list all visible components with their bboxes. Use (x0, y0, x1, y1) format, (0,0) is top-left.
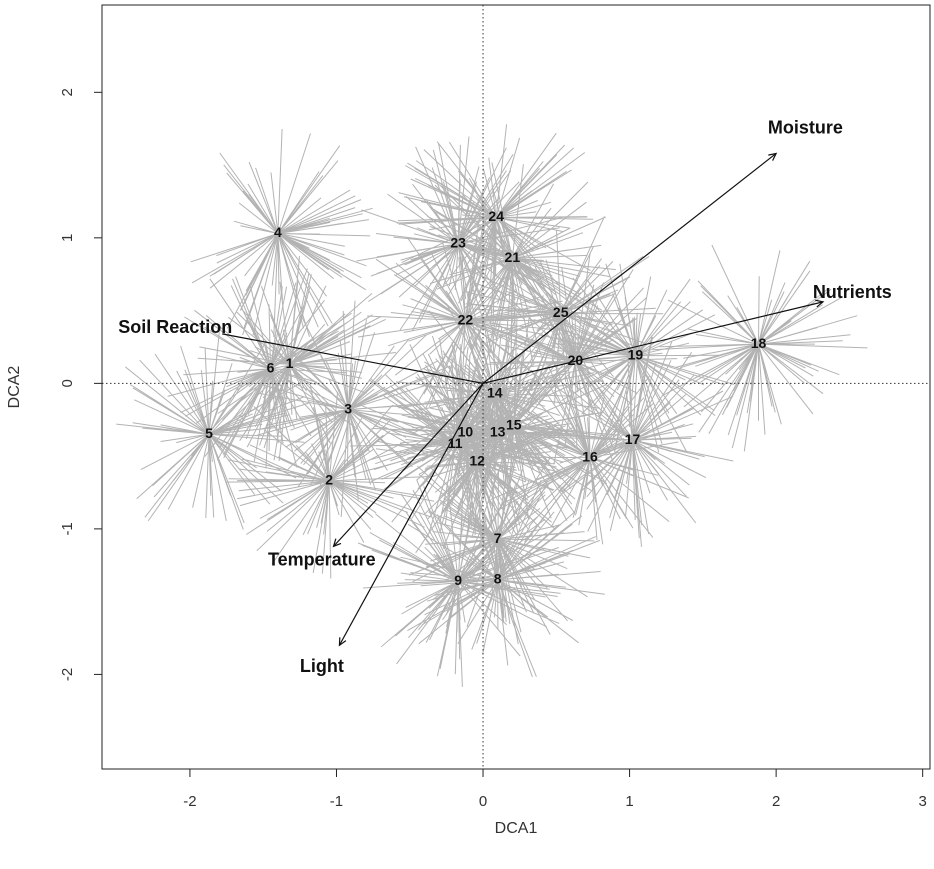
spider-rays (116, 332, 309, 530)
site-label-25: 25 (553, 304, 569, 320)
vector-label-soil-reaction: Soil Reaction (118, 317, 232, 337)
site-label-14: 14 (487, 384, 503, 400)
vector-temperature: Temperature (268, 382, 484, 570)
spider-site-17 (535, 335, 734, 547)
site-label-8: 8 (494, 571, 502, 587)
x-tick-label: -1 (330, 793, 343, 810)
reference-lines (102, 5, 930, 769)
y-tick-label: -2 (59, 668, 76, 681)
vector-label-light: Light (300, 656, 344, 676)
vector-arrow-light (338, 383, 484, 646)
x-tick-label: -2 (183, 793, 196, 810)
site-label-9: 9 (454, 572, 462, 588)
site-label-10: 10 (458, 424, 474, 440)
vector-arrow-moisture (482, 152, 777, 384)
site-label-15: 15 (506, 416, 522, 432)
y-axis-label: DCA2 (6, 366, 23, 409)
spider-rays (357, 479, 561, 687)
vector-nutrients: Nutrients (482, 282, 892, 384)
site-label-24: 24 (488, 208, 504, 224)
x-axis: -2 -1 0 1 2 3 (183, 768, 927, 810)
spider-site-5 (116, 332, 309, 530)
site-label-13: 13 (490, 424, 506, 440)
spider-rays (535, 335, 734, 547)
site-label-7: 7 (494, 530, 502, 546)
site-label-5: 5 (205, 425, 213, 441)
vector-label-nutrients: Nutrients (813, 282, 892, 302)
site-label-4: 4 (274, 224, 282, 240)
vector-arrow-soil-reaction (222, 333, 484, 384)
x-tick-label: 0 (479, 793, 487, 810)
site-label-1: 1 (286, 355, 294, 371)
vector-label-temperature: Temperature (268, 550, 376, 570)
x-tick-label: 3 (919, 793, 927, 810)
vector-moisture: Moisture (482, 117, 843, 384)
vector-arrow-nutrients (482, 301, 824, 384)
spider-site-9 (357, 479, 561, 687)
site-labels: 1234567891011121314151617181920212223242… (205, 208, 766, 588)
x-axis-label: DCA1 (495, 820, 538, 837)
site-label-3: 3 (344, 400, 352, 416)
site-label-17: 17 (625, 431, 641, 447)
site-label-11: 11 (448, 435, 463, 451)
vector-label-moisture: Moisture (768, 117, 843, 137)
spider-rays (652, 244, 868, 452)
site-label-16: 16 (582, 448, 598, 464)
vector-soil-reaction: Soil Reaction (118, 317, 484, 384)
site-label-6: 6 (267, 360, 275, 376)
spider-rays (167, 268, 357, 469)
x-tick-label: 2 (772, 793, 780, 810)
site-label-21: 21 (505, 249, 521, 265)
site-label-20: 20 (568, 352, 584, 368)
site-label-18: 18 (751, 335, 767, 351)
spider-site-4 (190, 128, 373, 338)
vector-light: Light (300, 383, 484, 676)
vector-arrow-temperature (333, 382, 484, 547)
spider-lines (116, 124, 868, 687)
arrowhead-nutrients (815, 299, 825, 308)
site-label-19: 19 (628, 346, 644, 362)
spider-site-25 (452, 216, 664, 415)
site-label-12: 12 (469, 453, 485, 469)
x-tick-label: 1 (625, 793, 633, 810)
spider-rays (190, 128, 373, 338)
arrowhead-moisture (768, 152, 778, 161)
y-axis: -2 -1 0 1 2 (59, 88, 103, 681)
y-tick-label: 2 (59, 88, 76, 96)
spider-site-6 (167, 268, 357, 469)
spider-rays (452, 216, 664, 415)
site-label-23: 23 (450, 234, 466, 250)
site-label-22: 22 (458, 311, 474, 327)
arrowhead-temperature (332, 538, 342, 548)
site-label-2: 2 (325, 472, 333, 488)
y-tick-label: 0 (59, 379, 76, 387)
y-tick-label: -1 (59, 522, 76, 535)
spider-site-18 (652, 244, 868, 452)
y-tick-label: 1 (59, 234, 76, 242)
arrowhead-light (338, 637, 347, 647)
environmental-vectors: Moisture Nutrients Soil Reaction Temperatur… (118, 117, 892, 675)
